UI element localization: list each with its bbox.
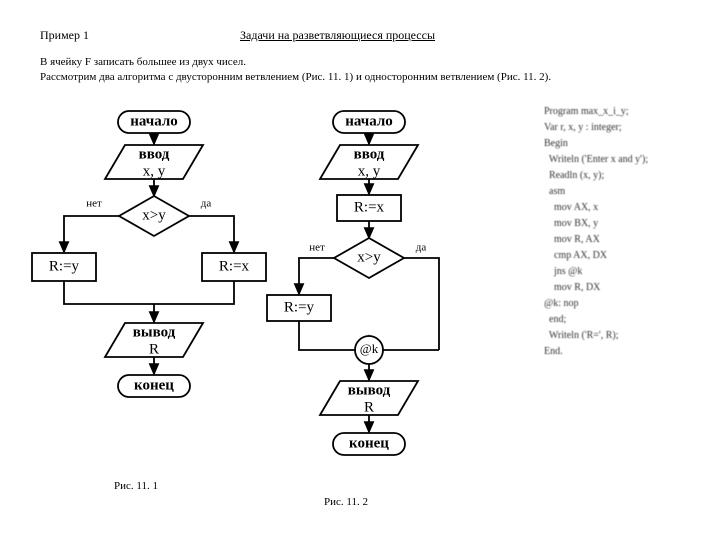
svg-text:начало: начало	[130, 113, 178, 129]
svg-text:да: да	[201, 198, 212, 210]
svg-text:конец: конец	[134, 377, 174, 393]
description: В ячейку F записать большее из двух чисе…	[0, 47, 720, 94]
svg-text:ввод: ввод	[354, 146, 385, 162]
svg-text:x, y: x, y	[358, 163, 381, 179]
caption-1: Рис. 11. 1	[114, 480, 158, 492]
svg-text:вывод: вывод	[348, 382, 391, 398]
svg-text:R: R	[149, 341, 159, 357]
svg-text:нет: нет	[86, 198, 102, 210]
svg-text:@k: @k	[360, 341, 379, 356]
svg-text:R:=x: R:=x	[354, 199, 385, 215]
code-listing: Program max_x_i_y; Var r, x, y : integer…	[544, 104, 648, 360]
desc-line-1: В ячейку F записать большее из двух чисе…	[40, 56, 246, 68]
svg-text:ввод: ввод	[139, 146, 170, 162]
svg-text:x>y: x>y	[142, 207, 166, 223]
desc-line-2: Рассмотрим два алгоритма с двусторонним …	[40, 71, 551, 83]
caption-2: Рис. 11. 2	[324, 496, 368, 508]
svg-text:нет: нет	[309, 242, 325, 254]
svg-text:x>y: x>y	[357, 249, 381, 265]
diagram-canvas: началовводx, yx>yданетR:=xR:=yвыводRконе…	[24, 104, 696, 514]
svg-text:R:=y: R:=y	[284, 299, 315, 315]
svg-text:R:=x: R:=x	[219, 258, 250, 274]
example-label: Пример 1	[40, 28, 240, 43]
svg-text:конец: конец	[349, 435, 389, 451]
svg-text:x, y: x, y	[143, 163, 166, 179]
svg-text:да: да	[416, 242, 427, 254]
svg-text:R:=y: R:=y	[49, 258, 80, 274]
svg-text:вывод: вывод	[133, 324, 176, 340]
svg-text:R: R	[364, 399, 374, 415]
page-title: Задачи на разветвляющиеся процессы	[240, 28, 435, 43]
svg-text:начало: начало	[345, 113, 393, 129]
